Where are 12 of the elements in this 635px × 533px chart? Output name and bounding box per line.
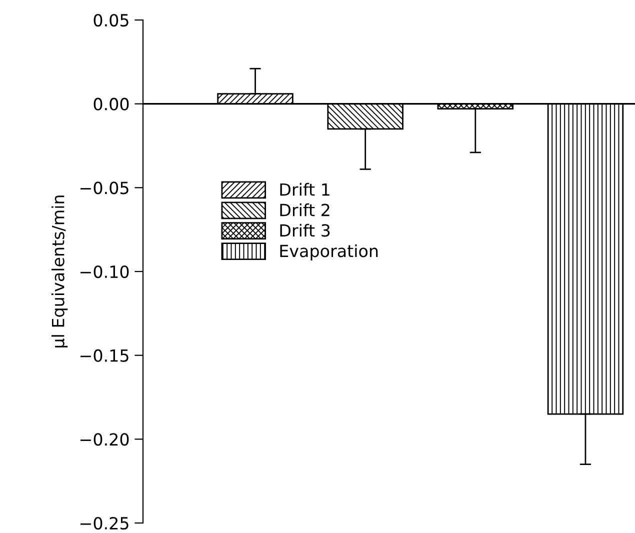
y-axis-title: µl Equivalents/min (51, 196, 68, 348)
y-tick-label: −0.15 (80, 349, 128, 362)
y-tick-label: −0.25 (80, 516, 128, 530)
legend-label: Evaporation (280, 244, 378, 260)
y-tick-label: −0.05 (80, 182, 128, 194)
y-tick-label: −0.10 (80, 265, 129, 278)
y-tick-label: 0.00 (94, 98, 129, 110)
y-tick-label: −0.20 (80, 433, 129, 446)
legend-label: Drift 2 (280, 203, 330, 216)
y-tick-label: 0.05 (94, 14, 128, 27)
legend-label: Drift 3 (280, 224, 330, 237)
legend-label: Drift 1 (280, 182, 330, 196)
